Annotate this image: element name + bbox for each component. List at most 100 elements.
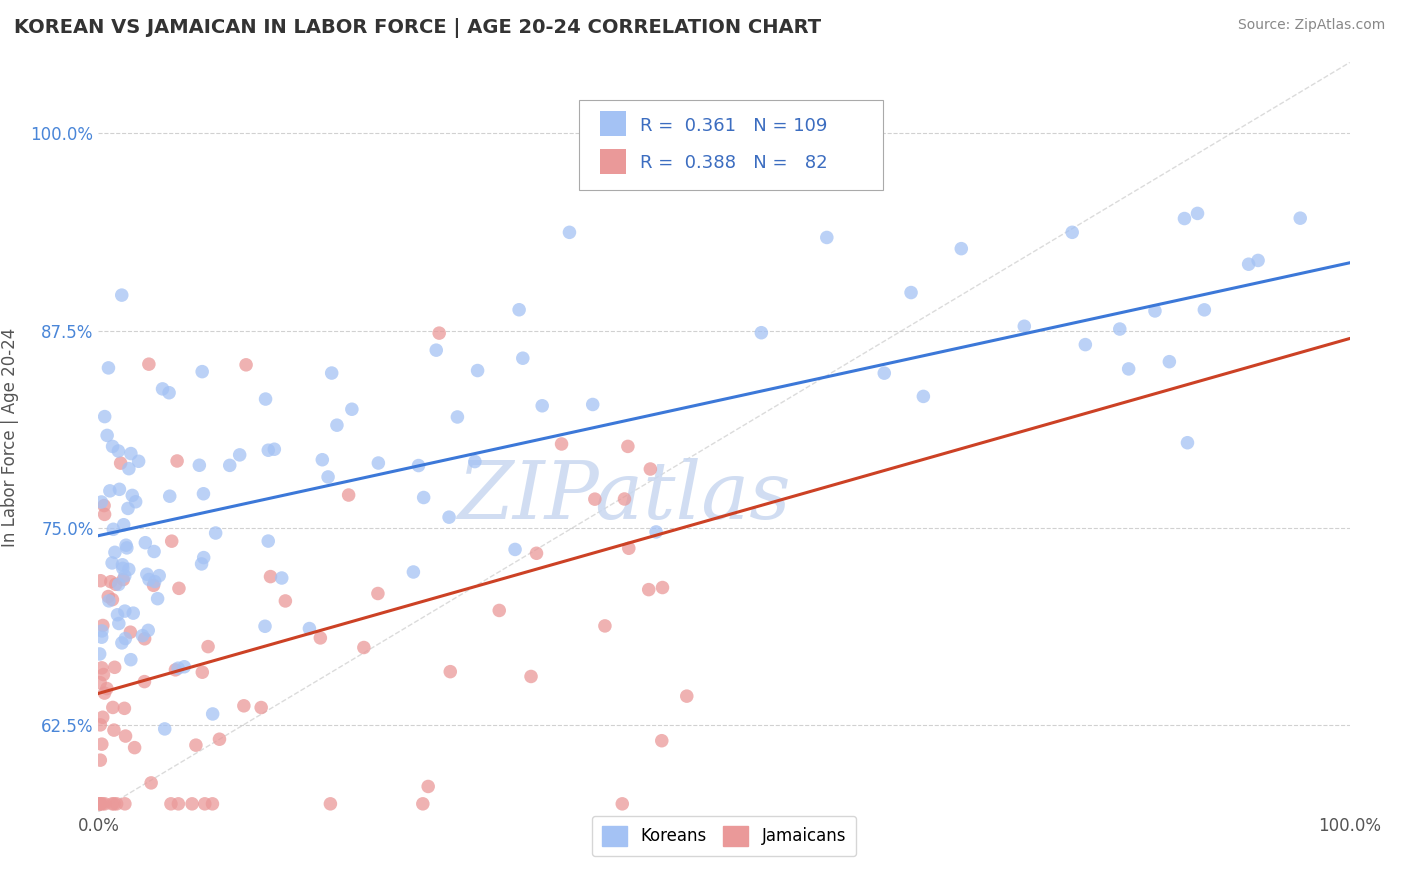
Point xyxy=(114,729,136,743)
Point xyxy=(90,630,112,644)
Point xyxy=(228,448,250,462)
Point xyxy=(93,409,115,424)
Point xyxy=(138,573,160,587)
Point xyxy=(135,567,157,582)
Point xyxy=(950,242,973,256)
Point xyxy=(675,689,697,703)
Point xyxy=(166,454,188,468)
Point xyxy=(120,653,142,667)
Point xyxy=(1177,435,1199,450)
Text: Source: ZipAtlas.com: Source: ZipAtlas.com xyxy=(1237,18,1385,32)
Point xyxy=(208,732,231,747)
Point xyxy=(101,592,124,607)
Point xyxy=(128,454,150,468)
Point xyxy=(89,675,111,690)
Point xyxy=(427,326,450,340)
Point xyxy=(270,571,292,585)
Point xyxy=(1187,206,1209,220)
Point xyxy=(124,495,146,509)
Point xyxy=(89,797,111,811)
Point xyxy=(167,797,190,811)
Point xyxy=(193,550,215,565)
Point xyxy=(89,797,111,811)
Point xyxy=(90,737,112,751)
Point xyxy=(110,456,132,470)
Point xyxy=(120,446,142,460)
Point xyxy=(104,577,127,591)
Point xyxy=(309,631,332,645)
Point xyxy=(124,740,146,755)
Point xyxy=(98,483,121,498)
Point xyxy=(101,556,124,570)
Point xyxy=(526,546,548,560)
Point xyxy=(114,604,136,618)
Point xyxy=(412,491,434,505)
Point xyxy=(651,733,673,747)
Point xyxy=(191,665,214,680)
Point xyxy=(340,402,363,417)
Point xyxy=(89,753,111,767)
Point xyxy=(316,470,339,484)
Point xyxy=(337,488,360,502)
Point xyxy=(97,590,120,604)
Point xyxy=(90,624,112,638)
Point xyxy=(91,710,114,724)
Point xyxy=(520,669,543,683)
Point xyxy=(321,366,343,380)
Point xyxy=(90,661,112,675)
Point xyxy=(159,489,181,503)
Point xyxy=(117,501,139,516)
Point xyxy=(593,619,616,633)
Point xyxy=(107,607,129,622)
Text: KOREAN VS JAMAICAN IN LABOR FORCE | AGE 20-24 CORRELATION CHART: KOREAN VS JAMAICAN IN LABOR FORCE | AGE … xyxy=(14,18,821,37)
Point xyxy=(412,797,434,811)
Point xyxy=(134,674,156,689)
Point xyxy=(107,444,129,458)
Point xyxy=(101,797,124,811)
Point xyxy=(96,681,118,696)
Point xyxy=(254,392,277,406)
Point xyxy=(194,797,217,811)
Point xyxy=(152,382,174,396)
Point xyxy=(131,629,153,643)
Point xyxy=(512,351,534,366)
Point xyxy=(193,487,215,501)
Point xyxy=(367,456,389,470)
Point xyxy=(550,437,572,451)
Point xyxy=(612,797,634,811)
Point xyxy=(112,573,135,587)
Point xyxy=(201,797,224,811)
Point xyxy=(115,538,138,552)
Point xyxy=(749,326,772,340)
Point xyxy=(1237,257,1260,271)
Point xyxy=(91,618,114,632)
Point xyxy=(319,797,342,811)
Point xyxy=(582,397,605,411)
Point xyxy=(439,665,461,679)
Point xyxy=(120,625,142,640)
Point xyxy=(181,797,204,811)
Point xyxy=(253,619,276,633)
Point xyxy=(107,577,129,591)
Point xyxy=(1159,354,1181,368)
Point xyxy=(111,561,134,575)
Point xyxy=(89,647,111,661)
Point xyxy=(1247,253,1270,268)
Text: R =  0.388   N =   82: R = 0.388 N = 82 xyxy=(640,154,827,172)
Point xyxy=(1194,302,1216,317)
Point xyxy=(167,582,190,596)
Point xyxy=(531,399,554,413)
Point xyxy=(1108,322,1130,336)
Point xyxy=(134,632,156,646)
Point xyxy=(912,389,935,403)
Point xyxy=(90,574,112,588)
Point xyxy=(613,491,636,506)
Point xyxy=(136,624,159,638)
Legend: Koreans, Jamaicans: Koreans, Jamaicans xyxy=(592,815,856,855)
Point xyxy=(100,574,122,589)
Point xyxy=(91,797,114,811)
Point xyxy=(640,462,662,476)
Point xyxy=(815,230,838,244)
Point xyxy=(488,603,510,617)
Point xyxy=(197,640,219,654)
